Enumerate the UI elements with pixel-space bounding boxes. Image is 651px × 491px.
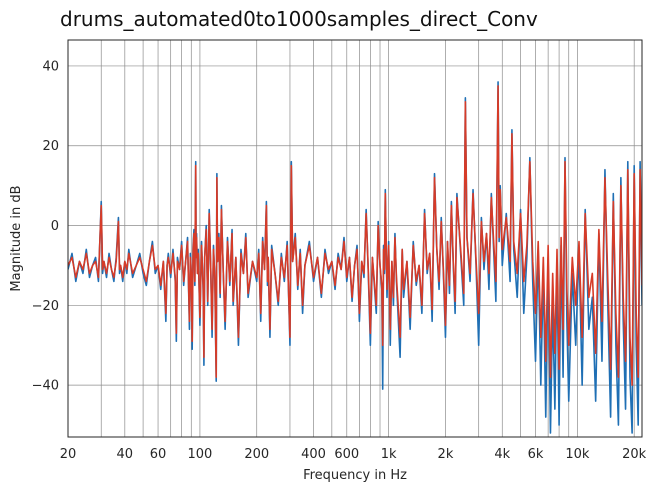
series-layer bbox=[68, 81, 642, 434]
x-tick-label: 10k bbox=[565, 447, 590, 462]
series-line-2 bbox=[68, 85, 642, 386]
x-tick-label: 60 bbox=[150, 447, 167, 462]
y-tick-label: −20 bbox=[32, 299, 59, 314]
x-tick-label: 6k bbox=[528, 447, 544, 462]
x-tick-label: 400 bbox=[301, 447, 326, 462]
x-tick-label: 20 bbox=[60, 447, 77, 462]
x-tick-label: 1k bbox=[381, 447, 397, 462]
y-tick-label: 20 bbox=[42, 139, 59, 154]
y-axis-label: Magnitude in dB bbox=[9, 185, 24, 291]
x-axis-label: Frequency in Hz bbox=[303, 468, 407, 483]
x-tick-label: 600 bbox=[334, 447, 359, 462]
y-tick-label: 0 bbox=[51, 219, 59, 234]
chart-title: drums_automated0to1000samples_direct_Con… bbox=[60, 7, 538, 31]
x-tick-label: 4k bbox=[494, 447, 510, 462]
x-tick-label: 100 bbox=[188, 447, 213, 462]
x-tick-label: 2k bbox=[438, 447, 454, 462]
y-tick-label: −40 bbox=[32, 379, 59, 394]
y-tick-label: 40 bbox=[42, 59, 59, 74]
plot-frame bbox=[67, 39, 643, 438]
grid bbox=[67, 40, 642, 437]
x-tick-label: 20k bbox=[622, 447, 647, 462]
x-tick-labels: 20 40 60 100 200 400 600 1k 2k 4k 6k 10k 20k bbox=[60, 447, 647, 462]
y-tick-labels: 40 20 0 −20 −40 bbox=[32, 59, 59, 393]
x-tick-label: 40 bbox=[117, 447, 134, 462]
x-tick-label: 200 bbox=[244, 447, 269, 462]
